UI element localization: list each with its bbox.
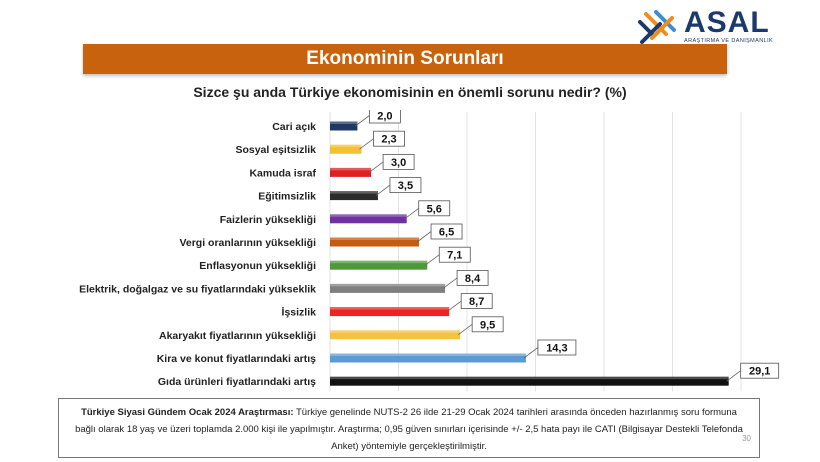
bar — [330, 214, 407, 224]
methodology-note-title: Türkiye Siyasi Gündem Ocak 2024 Araştırm… — [81, 407, 294, 418]
value-leader-line — [442, 277, 458, 289]
value-leader-line — [368, 161, 384, 173]
category-label: Akaryakıt fiyatlarının yüksekliği — [159, 330, 316, 342]
bar — [330, 237, 420, 247]
title-banner: Ekonominin Sorunları — [83, 44, 727, 74]
bar — [330, 307, 450, 317]
value-label-box — [537, 339, 577, 356]
bar-highlight — [330, 260, 428, 264]
bar-highlight — [330, 121, 358, 124]
bar — [330, 330, 461, 340]
chart-question: Sizce şu anda Türkiye ekonomisinin en ön… — [193, 84, 627, 100]
bar-highlight — [330, 330, 461, 333]
value-label-box — [368, 110, 401, 124]
logo-subtitle: ARAŞTIRMA VE DANIŞMANLIK — [684, 38, 774, 44]
value-label: 3,5 — [398, 180, 413, 192]
bar-highlight — [330, 353, 526, 356]
bar-chart: Cari açık 2,0 Sosyal eşitsizlik 2,3 Kamuda i… — [79, 110, 780, 392]
value-label: 14,3 — [546, 343, 567, 355]
value-label: 29,1 — [749, 366, 770, 378]
bar — [330, 191, 378, 201]
value-label-box — [389, 177, 422, 193]
category-label: Sosyal eşitsizlik — [235, 144, 316, 156]
value-label: 5,6 — [427, 203, 442, 215]
value-label-box — [471, 316, 504, 333]
value-label-box — [430, 223, 463, 240]
chart-bars: Cari açık 2,0 Sosyal eşitsizlik 2,3 Kamuda i… — [79, 110, 780, 388]
page-number: 30 — [742, 434, 751, 443]
category-label: Cari açık — [272, 121, 316, 133]
category-label: Kamuda israf — [249, 167, 316, 179]
bar — [330, 353, 526, 363]
bar — [330, 260, 428, 270]
bar — [330, 167, 372, 177]
category-label: Vergi oranlarının yüksekliği — [179, 237, 316, 249]
value-leader-line — [359, 138, 374, 150]
bar-highlight — [330, 237, 420, 240]
category-label: Elektrik, doğalgaz ve su fiyatlarındaki … — [79, 283, 316, 295]
bar-highlight — [330, 167, 372, 171]
value-leader-line — [523, 347, 539, 359]
category-label: İşsizlik — [282, 306, 317, 319]
logo-name: ASAL — [684, 6, 770, 39]
category-label: Faizlerin yüksekliği — [220, 214, 316, 226]
value-label: 7,1 — [447, 250, 462, 262]
value-label-box — [418, 200, 451, 217]
logo-mark-icon — [638, 10, 676, 44]
bar-highlight — [330, 191, 378, 194]
value-label: 3,0 — [391, 157, 406, 169]
value-leader-line — [355, 115, 370, 127]
bar-highlight — [330, 376, 729, 380]
value-label: 2,0 — [377, 111, 392, 123]
methodology-note: Türkiye Siyasi Gündem Ocak 2024 Araştırm… — [58, 398, 760, 458]
value-label-box — [438, 246, 471, 263]
category-label: Eğitimsizlik — [258, 191, 316, 203]
value-leader-line — [457, 323, 473, 336]
value-label: 8,4 — [465, 273, 481, 285]
logo: ASAL ARAŞTIRMA VE DANIŞMANLIK — [636, 8, 786, 48]
value-label-box — [382, 154, 415, 170]
category-label: Gıda ürünleri fiyatlarındaki artış — [158, 376, 316, 388]
bar-highlight — [330, 144, 362, 148]
value-label-box — [460, 293, 493, 310]
value-leader-line — [404, 207, 419, 220]
value-label-box — [456, 269, 489, 286]
bar-highlight — [330, 307, 450, 310]
value-label-box — [373, 130, 405, 147]
bar — [330, 376, 729, 386]
value-label: 8,7 — [469, 296, 484, 308]
methodology-note-body: Türkiye genelinde NUTS-2 26 ilde 21-29 O… — [75, 407, 743, 452]
value-label-box — [740, 362, 780, 379]
value-leader-line — [375, 184, 391, 196]
value-label: 6,5 — [439, 227, 454, 239]
bar — [330, 283, 446, 293]
bar — [330, 144, 362, 154]
bar-highlight — [330, 214, 407, 217]
category-label: Kira ve konut fiyatlarındaki artış — [157, 353, 316, 365]
value-leader-line — [416, 231, 432, 243]
page-title: Ekonominin Sorunları — [306, 48, 504, 69]
value-leader-line — [446, 300, 462, 312]
value-leader-line — [425, 254, 440, 266]
category-label: Enflasyonun yüksekliği — [199, 260, 316, 272]
methodology-note-text: Türkiye Siyasi Gündem Ocak 2024 Araştırm… — [73, 404, 745, 455]
value-label: 2,3 — [381, 134, 396, 146]
bar-highlight — [330, 283, 446, 287]
value-leader-line — [726, 370, 741, 382]
bar — [330, 121, 358, 131]
value-label: 9,5 — [480, 319, 495, 331]
